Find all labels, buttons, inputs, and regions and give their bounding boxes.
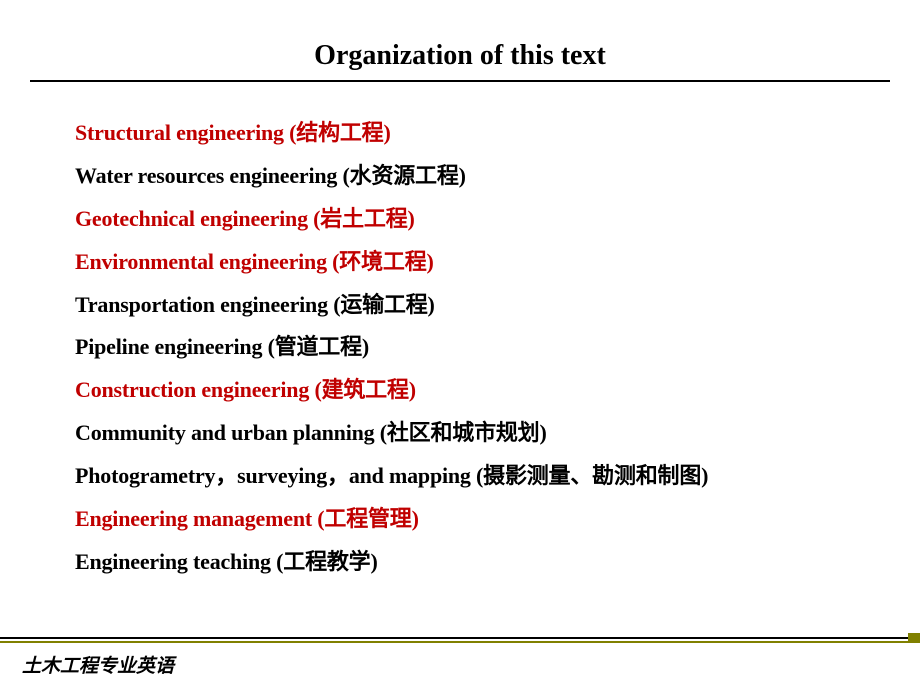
- list-item: Photogrametry，surveying，and mapping (摄影测…: [75, 455, 890, 498]
- list-item: Water resources engineering (水资源工程): [75, 155, 890, 198]
- footer-divider: [0, 637, 920, 643]
- list-item: Engineering teaching (工程教学): [75, 541, 890, 584]
- list-item: Engineering management (工程管理): [75, 498, 890, 541]
- list-item: Environmental engineering (环境工程): [75, 241, 890, 284]
- list-item: Construction engineering (建筑工程): [75, 369, 890, 412]
- list-item: Structural engineering (结构工程): [75, 112, 890, 155]
- list-item: Pipeline engineering (管道工程): [75, 326, 890, 369]
- title-underline: [30, 80, 890, 82]
- footer-text: 土木工程专业英语: [22, 651, 174, 678]
- content-list: Structural engineering (结构工程) Water reso…: [30, 112, 890, 584]
- list-item: Community and urban planning (社区和城市规划): [75, 412, 890, 455]
- slide-title: Organization of this text: [30, 40, 890, 72]
- list-item: Geotechnical engineering (岩土工程): [75, 198, 890, 241]
- slide-container: Organization of this text Structural eng…: [0, 0, 920, 690]
- list-item: Transportation engineering (运输工程): [75, 284, 890, 327]
